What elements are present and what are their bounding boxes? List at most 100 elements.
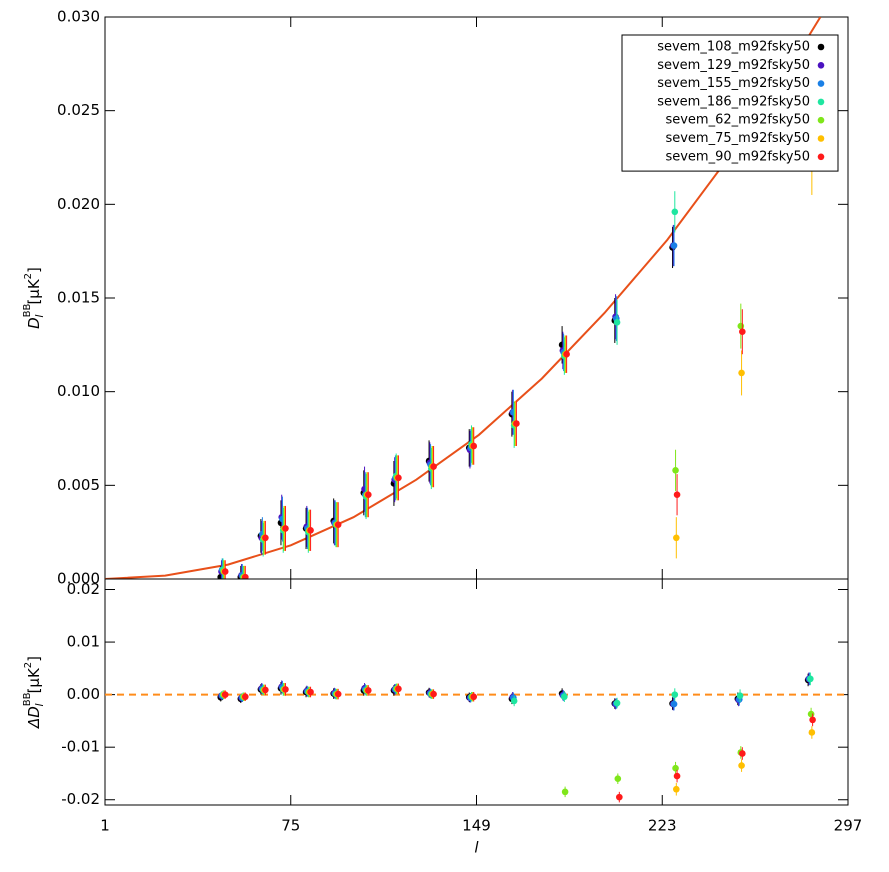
series xyxy=(220,683,815,798)
data-point xyxy=(736,692,744,699)
legend-marker xyxy=(817,62,825,69)
legend-marker xyxy=(817,80,825,87)
y-tick-label: 0.000 xyxy=(57,570,100,588)
data-point xyxy=(670,700,678,708)
data-point xyxy=(334,690,342,698)
legend-label: sevem_62_m92fsky50 xyxy=(665,113,810,128)
label-unit-sup: 2 xyxy=(23,662,34,668)
y-tick-label: 0.01 xyxy=(67,633,100,651)
legend-box xyxy=(621,34,839,172)
data-point xyxy=(672,764,679,772)
y-tick-label: 0.02 xyxy=(67,580,100,598)
legend: sevem_108_m92fsky50 sevem_129_m92fsky50se… xyxy=(621,34,839,172)
plot-frame xyxy=(104,578,849,806)
data-point xyxy=(807,710,815,718)
label-unit: [μK xyxy=(25,667,43,693)
data-point xyxy=(365,491,372,499)
data-point xyxy=(673,491,681,499)
data-point xyxy=(470,693,478,701)
data-point xyxy=(430,463,437,470)
label-sub: l xyxy=(33,703,46,706)
x-tick-label: 75 xyxy=(281,817,300,835)
y-tick-label: -0.01 xyxy=(61,738,100,756)
legend-label: sevem_129_m92fsky50 xyxy=(657,58,810,73)
label-sub: l xyxy=(33,315,46,318)
y-tick-label: 0.025 xyxy=(57,101,100,119)
legend-label: sevem_75_m92fsky50 xyxy=(665,131,810,146)
y-axis-label: DBBl [μK2] xyxy=(22,267,46,329)
data-point xyxy=(221,691,229,698)
series xyxy=(220,303,745,579)
data-point xyxy=(809,716,816,724)
x-axis-label: l xyxy=(474,839,479,857)
y-tick-label: 0.005 xyxy=(57,476,100,494)
x-tick-label: 297 xyxy=(834,817,863,835)
legend-marker xyxy=(817,98,825,106)
label-symbol: D xyxy=(25,317,43,329)
data-point xyxy=(513,420,520,427)
y-tick-label: 0.020 xyxy=(57,195,100,213)
data-point xyxy=(808,729,816,736)
label-sup: BB xyxy=(22,303,33,317)
data-point xyxy=(807,675,814,683)
series xyxy=(221,683,816,803)
data-point xyxy=(737,322,745,330)
series xyxy=(221,309,746,579)
series xyxy=(218,121,742,579)
label-unit-end: ] xyxy=(25,656,43,662)
data-point xyxy=(616,793,623,801)
data-point xyxy=(673,534,680,542)
data-point xyxy=(242,693,249,701)
y-tick-label: 0.015 xyxy=(57,289,100,307)
panel: -0.02-0.010.000.010.021 75 149 223 297lΔDBBl… xyxy=(22,578,863,857)
data-point xyxy=(673,772,681,780)
data-point xyxy=(738,369,745,377)
data-point xyxy=(672,467,679,474)
label-unit: [μK xyxy=(25,278,43,304)
data-point xyxy=(242,573,249,579)
data-point xyxy=(561,788,569,796)
label-unit-end: ] xyxy=(25,267,43,273)
y-tick-label: 0.030 xyxy=(57,8,100,26)
y-tick-label: 0.00 xyxy=(67,685,100,703)
data-point xyxy=(613,319,621,326)
series xyxy=(219,112,744,579)
data-point xyxy=(739,750,746,757)
label-sup: BB xyxy=(22,692,33,706)
data-point xyxy=(262,686,269,694)
legend-marker xyxy=(817,153,825,161)
data-point xyxy=(510,697,518,705)
data-point xyxy=(739,328,746,336)
data-point xyxy=(262,534,269,542)
data-point xyxy=(221,568,229,575)
series xyxy=(217,120,742,579)
y-axis-label: ΔDBBl [μK2] xyxy=(22,656,46,729)
data-point xyxy=(334,521,342,528)
data-point xyxy=(307,526,314,534)
label-unit-sup: 2 xyxy=(23,273,34,279)
x-tick-label: 149 xyxy=(462,817,491,835)
data-point xyxy=(282,686,289,693)
label-symbol: ΔD xyxy=(25,706,43,729)
legend-label: sevem_155_m92fsky50 xyxy=(657,76,810,91)
data-point xyxy=(470,442,478,450)
data-point xyxy=(430,690,437,698)
legend-marker xyxy=(817,43,825,51)
data-point xyxy=(365,687,372,694)
data-point xyxy=(673,785,680,793)
y-tick-label: 0.010 xyxy=(57,382,100,400)
x-tick-label: 223 xyxy=(648,817,677,835)
panel: 0.000 0.005 0.010 0.015 0.020 0.025 0.030 DBBl [… xyxy=(22,8,849,588)
legend-label: sevem_108_m92fsky50 xyxy=(657,40,810,55)
data-point xyxy=(561,693,568,701)
legend-marker xyxy=(817,135,825,142)
data-point xyxy=(671,691,679,698)
data-point xyxy=(738,762,745,769)
x-tick-label: 1 xyxy=(100,817,110,835)
plot-area xyxy=(105,17,822,579)
data-point xyxy=(613,699,621,707)
data-point xyxy=(395,474,402,482)
legend-marker xyxy=(817,116,825,124)
data-point xyxy=(563,350,570,358)
